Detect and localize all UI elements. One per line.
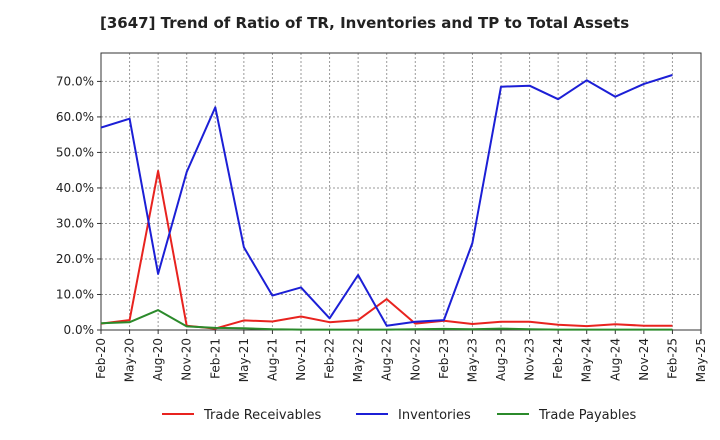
- legend-label-2: Inventories: [398, 408, 471, 423]
- y-tick-label: 10.0%: [56, 287, 94, 301]
- x-tick-label: Feb-20: [94, 338, 108, 379]
- y-tick-label: 30.0%: [56, 216, 94, 230]
- chart-title: [3647] Trend of Ratio of TR, Inventories…: [100, 14, 630, 32]
- legend-label-3: Trade Payables: [538, 408, 636, 423]
- x-tick-label: Feb-22: [323, 338, 337, 379]
- x-tick-label: May-25: [694, 338, 708, 382]
- y-tick-label: 60.0%: [56, 110, 94, 124]
- x-tick-label: May-22: [351, 338, 365, 382]
- series-line-2: [100, 74, 673, 327]
- series-line-3: [100, 309, 673, 331]
- x-tick-label: May-24: [580, 338, 594, 382]
- x-tick-label: Feb-21: [208, 338, 222, 379]
- y-tick-label: 20.0%: [56, 252, 94, 266]
- x-tick-label: Aug-20: [151, 338, 165, 381]
- x-tick-label: Aug-22: [380, 338, 394, 381]
- x-tick-label: Nov-22: [408, 338, 422, 381]
- x-tick-label: Feb-24: [551, 338, 565, 379]
- y-tick-label: 40.0%: [56, 181, 94, 195]
- x-tick-label: Aug-21: [265, 338, 279, 381]
- x-tick-label: Aug-23: [494, 338, 508, 381]
- x-tick-label: Nov-20: [180, 338, 194, 381]
- x-tick-label: Feb-25: [665, 338, 679, 379]
- y-tick-label: 70.0%: [56, 74, 94, 88]
- x-tick-label: May-20: [123, 338, 137, 382]
- x-tick-label: Aug-24: [608, 338, 622, 381]
- legend-label-1: Trade Receivables: [203, 408, 321, 423]
- x-tick-label: Feb-23: [437, 338, 451, 379]
- x-tick-label: Nov-21: [294, 338, 308, 381]
- x-tick-label: Nov-23: [523, 338, 537, 381]
- x-tick-label: May-23: [465, 338, 479, 382]
- y-tick-label: 0.0%: [64, 323, 95, 337]
- x-tick-label: May-21: [237, 338, 251, 382]
- x-tick-label: Nov-24: [637, 338, 651, 381]
- y-tick-label: 50.0%: [56, 145, 94, 159]
